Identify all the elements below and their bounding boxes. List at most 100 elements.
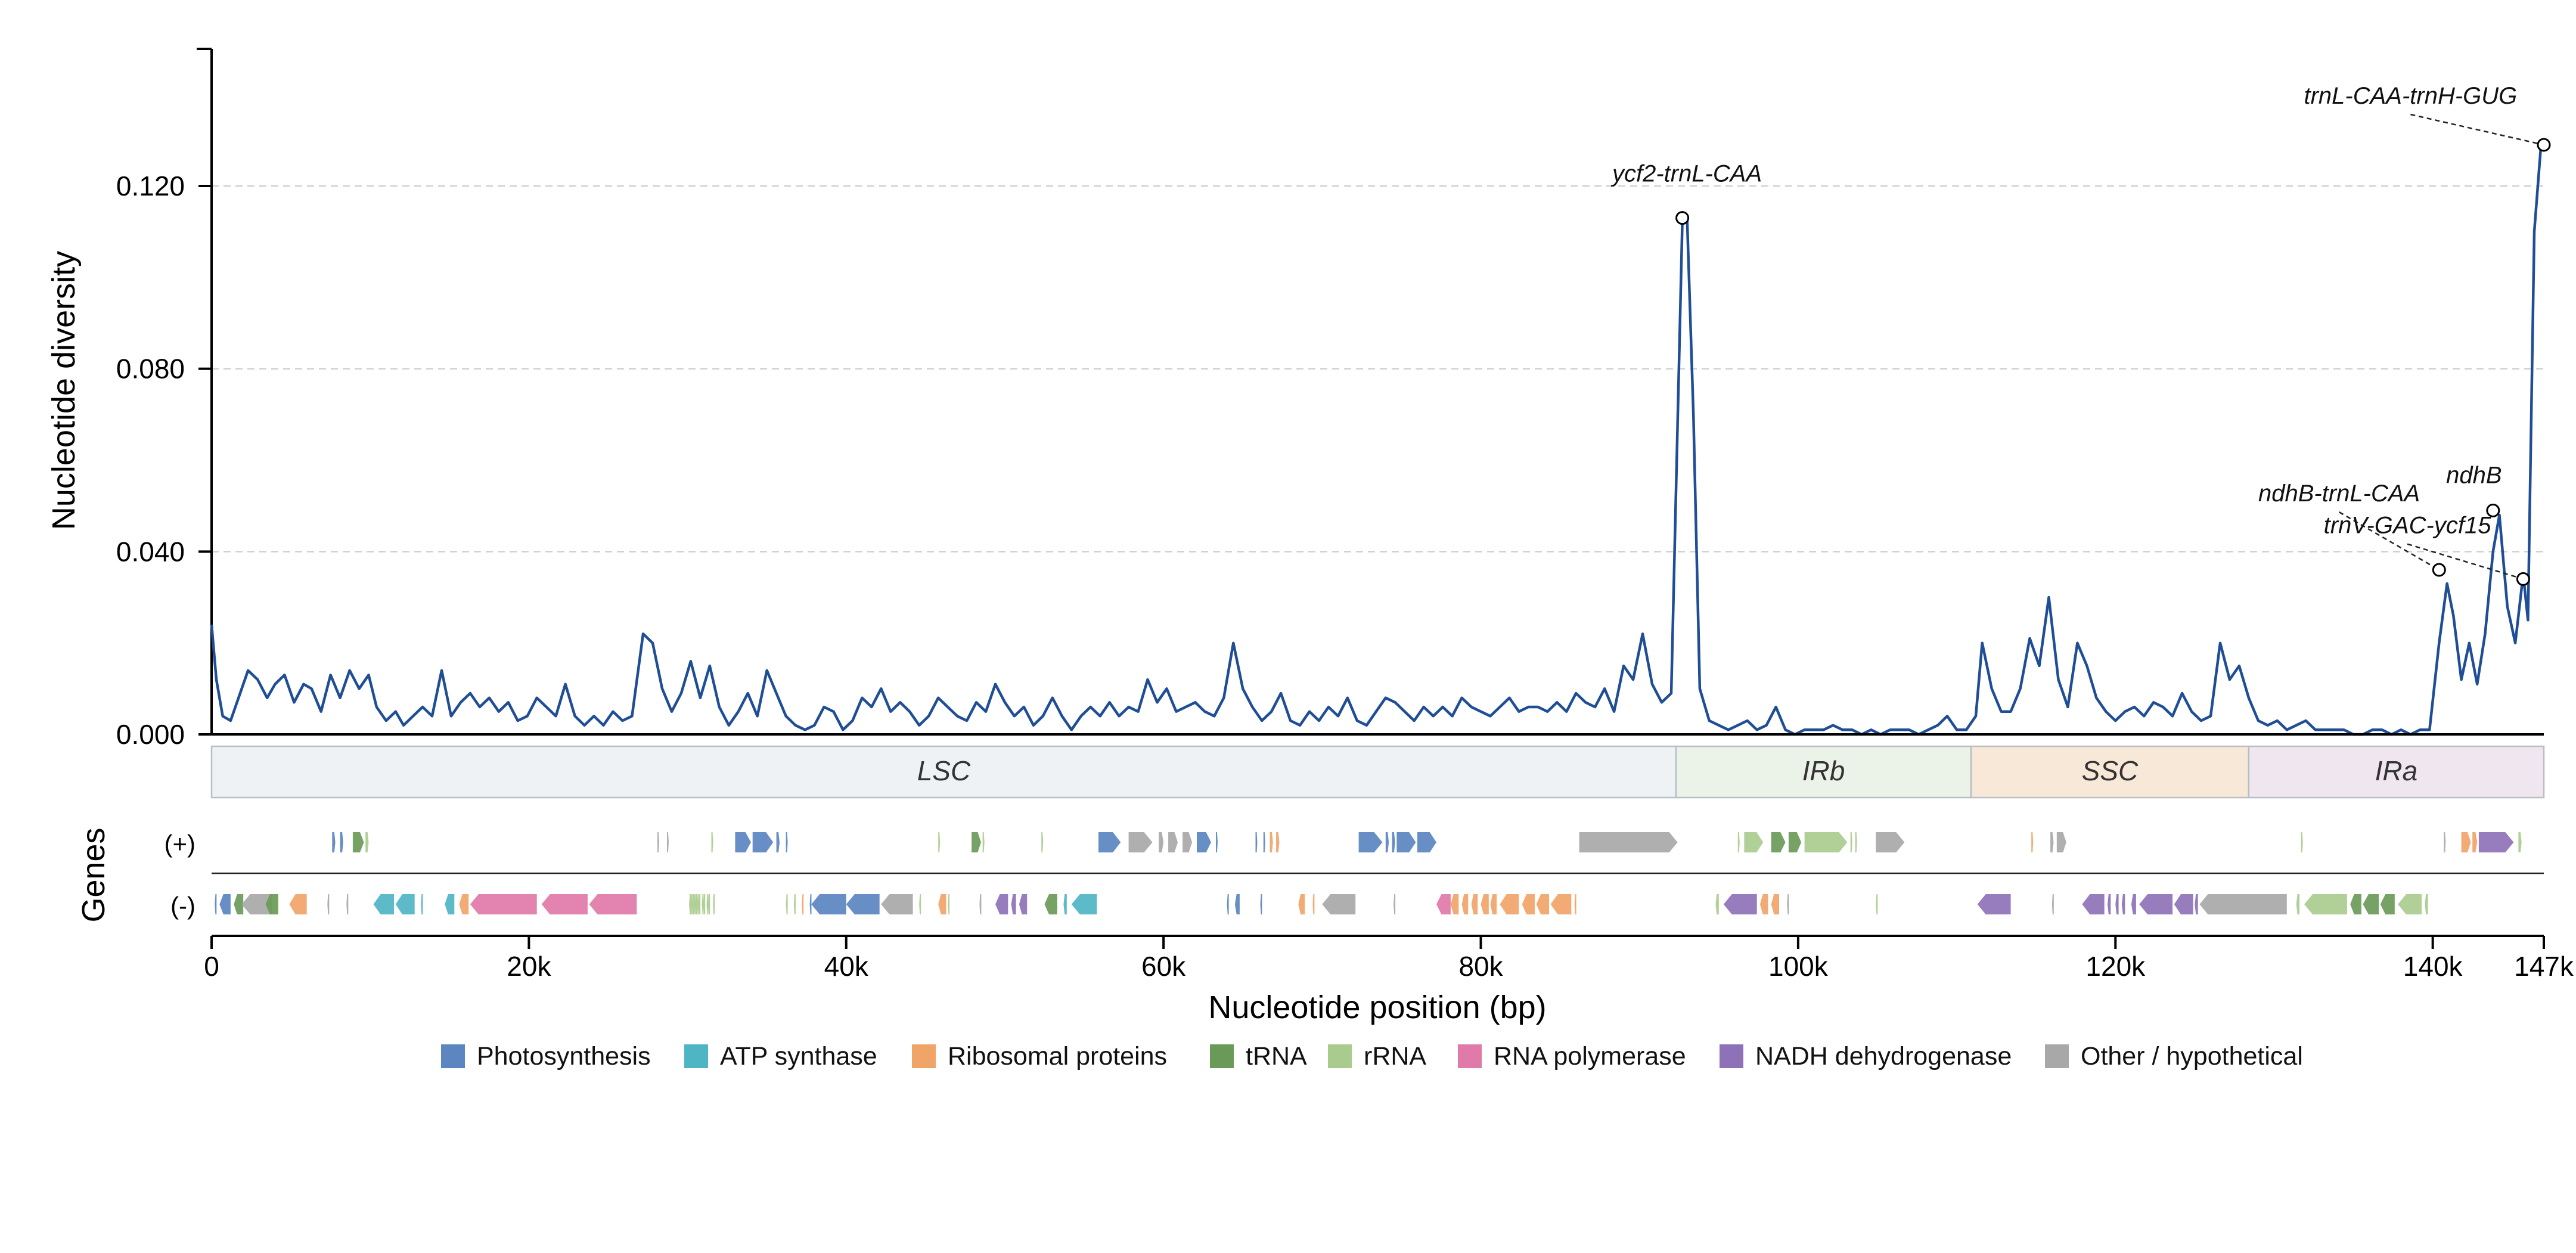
- gene-arrow: [1298, 894, 1305, 914]
- gene-arrow: [1393, 894, 1396, 914]
- gene-arrow: [1270, 832, 1273, 852]
- gene-arrow: [972, 832, 981, 852]
- gene-arrow: [1263, 832, 1265, 852]
- region-label: SSC: [2082, 755, 2139, 786]
- gene-arrow: [541, 894, 588, 914]
- gene-arrow: [2304, 894, 2347, 914]
- gene-arrow: [395, 894, 415, 914]
- gene-arrow: [1234, 894, 1240, 914]
- gene-arrow: [1850, 832, 1852, 852]
- plus-strand-label: (+): [165, 830, 196, 858]
- gene-arrow: [1876, 832, 1905, 852]
- gene-arrow: [2195, 894, 2198, 914]
- gene-arrow: [1450, 894, 1459, 914]
- legend-label: RNA polymerase: [1494, 1042, 1686, 1071]
- gene-arrow: [735, 832, 751, 852]
- gene-arrow: [234, 894, 244, 914]
- gene-arrow: [919, 894, 921, 914]
- annotation-leader: [2338, 511, 2440, 571]
- gene-arrow: [881, 894, 913, 914]
- annotation-leader: [2407, 543, 2524, 580]
- gene-arrow: [2174, 894, 2193, 914]
- gene-arrow: [1804, 832, 1848, 852]
- gene-arrow: [692, 894, 694, 914]
- gene-arrow: [1385, 832, 1389, 852]
- gene-arrow: [421, 894, 423, 914]
- gene-arrow: [690, 894, 693, 914]
- gene-arrow: [1396, 832, 1416, 852]
- gene-arrow: [1760, 894, 1768, 914]
- x-tick-label: 0: [204, 951, 219, 982]
- genes-track-title: Genes: [76, 827, 111, 922]
- gene-arrow: [713, 894, 715, 914]
- legend-label: Other / hypothetical: [2081, 1042, 2303, 1071]
- peak-marker: [2537, 138, 2551, 152]
- gene-arrow: [786, 832, 788, 852]
- y-tick-label: 0.080: [116, 353, 185, 384]
- gene-arrow: [1723, 894, 1757, 914]
- gene-arrow: [1019, 894, 1028, 914]
- gene-arrow: [982, 832, 985, 852]
- gene-arrow: [1011, 894, 1016, 914]
- gene-arrow: [2363, 894, 2379, 914]
- gene-arrow: [694, 894, 696, 914]
- x-tick-label: 60k: [1141, 951, 1186, 982]
- gene-arrow: [1227, 894, 1229, 914]
- gene-arrow: [1417, 832, 1436, 852]
- y-axis-ticks: 0.000 0.040 0.080 0.120: [116, 170, 212, 750]
- gene-arrow: [459, 894, 469, 914]
- gene-arrow: [1044, 894, 1057, 914]
- x-tick-label: 140k: [2403, 951, 2463, 982]
- gene-arrow: [689, 894, 691, 914]
- gene-arrow: [786, 894, 788, 914]
- legend-swatch: [1458, 1044, 1482, 1068]
- gene-arrow: [1392, 832, 1395, 852]
- gene-arrow: [1168, 832, 1178, 852]
- gene-arrow: [445, 894, 455, 914]
- x-tick-label: 80k: [1458, 951, 1503, 982]
- gene-arrow: [2350, 894, 2361, 914]
- gene-arrow: [2296, 894, 2300, 914]
- gene-arrow: [289, 894, 307, 914]
- gene-arrow: [2082, 894, 2105, 914]
- region-block-irb: [1675, 745, 1972, 799]
- gene-arrow: [2050, 832, 2054, 852]
- gene-arrow: [1197, 832, 1211, 852]
- legend: Photosynthesis ATP synthase Ribosomal prot…: [441, 1042, 2303, 1071]
- gene-arrow: [2139, 894, 2173, 914]
- x-tick-label: 40k: [824, 951, 869, 982]
- peak-marker: [2516, 572, 2530, 586]
- gene-arrow: [1536, 894, 1549, 914]
- legend-swatch: [441, 1044, 465, 1068]
- gene-arrow: [2425, 894, 2428, 914]
- gene-arrow: [1098, 832, 1121, 852]
- gene-arrow: [1071, 894, 1097, 914]
- y-tick-label: 0.000: [116, 719, 185, 750]
- x-tick-label: 147k: [2514, 951, 2574, 982]
- gene-arrow: [2461, 832, 2471, 852]
- gene-arrow: [846, 894, 880, 914]
- gene-arrow: [1490, 894, 1497, 914]
- y-tick-label: 0.120: [116, 170, 185, 201]
- legend-label: Ribosomal proteins: [948, 1042, 1167, 1071]
- x-tick-label: 20k: [507, 951, 551, 982]
- gene-arrow: [2052, 894, 2054, 914]
- region-block-ira: [2248, 745, 2545, 799]
- legend-swatch: [1720, 1044, 1743, 1068]
- gene-arrow: [702, 894, 704, 914]
- gene-arrow: [802, 894, 804, 914]
- gene-arrow: [1216, 832, 1218, 852]
- gene-arrow: [1715, 894, 1719, 914]
- gene-arrow: [752, 832, 774, 852]
- region-track: LSC IRb SSC IRa: [210, 745, 2545, 799]
- gene-arrow: [1276, 832, 1280, 852]
- gene-arrow: [1579, 832, 1678, 852]
- gene-arrow: [708, 894, 710, 914]
- x-axis-title: Nucleotide position (bp): [1208, 990, 1546, 1025]
- gene-arrow: [1471, 894, 1478, 914]
- minus-strand-label: (-): [170, 892, 195, 920]
- gene-arrow: [1788, 832, 1802, 852]
- legend-swatch: [2045, 1044, 2069, 1068]
- region-block-lsc: [210, 745, 1677, 799]
